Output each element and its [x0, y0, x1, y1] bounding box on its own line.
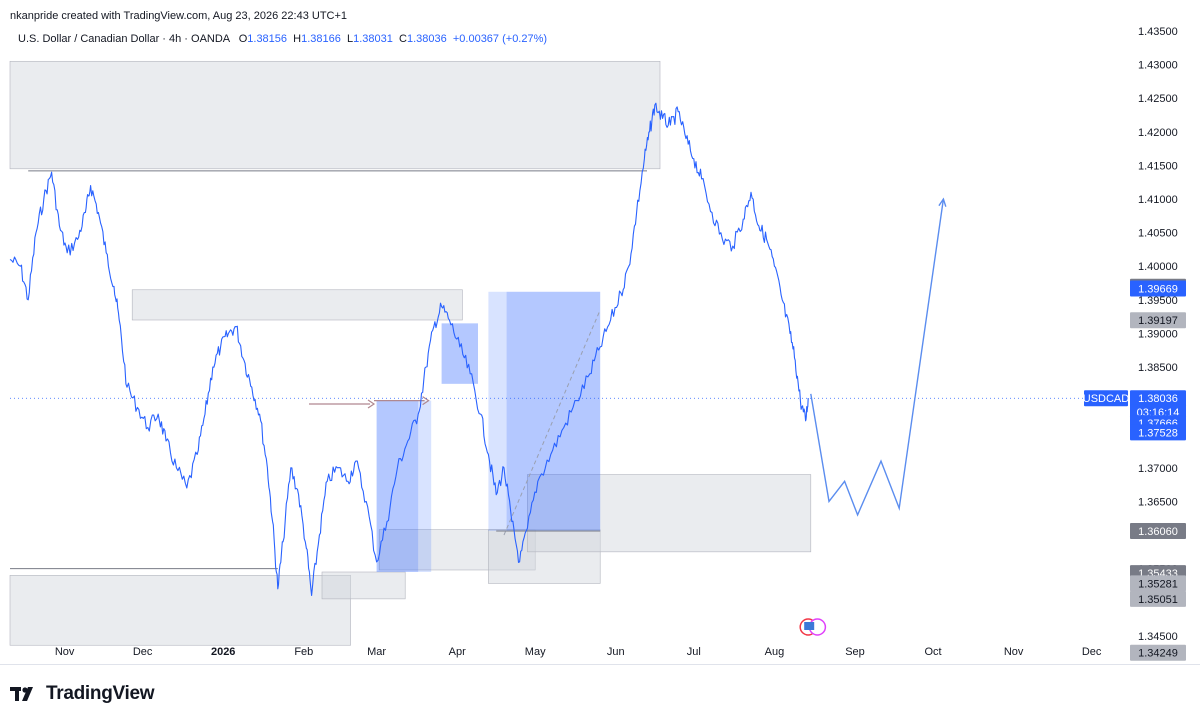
- x-axis[interactable]: Nov Dec 2026 Feb Mar Apr May Jun Jul Aug Sep Oct Nov…: [55, 646, 1102, 658]
- zone-gray: [527, 474, 812, 553]
- symbol-legend: U.S. Dollar / Canadian Dollar · 4h · OAN…: [18, 33, 547, 45]
- y-tick-label: 1.37000: [1138, 463, 1178, 475]
- arrows-layer: [309, 309, 601, 536]
- us-flag-icon[interactable]: [804, 622, 815, 630]
- price-badge-label: 1.39669: [1138, 283, 1178, 295]
- y-tick-label: 1.40500: [1138, 228, 1178, 240]
- price-badge: 1.35281: [1130, 575, 1186, 592]
- zone-gray: [9, 60, 661, 170]
- price-badge-bg: [1130, 312, 1186, 329]
- price-badge-bg: [1130, 390, 1186, 407]
- projection-layer: [810, 197, 947, 517]
- tradingview-logo-icon: [10, 687, 33, 701]
- low-label: L: [347, 33, 354, 45]
- close-value: 1.38036: [406, 33, 447, 45]
- price-badge: 1.39669: [1130, 280, 1186, 297]
- zone-blue: [441, 323, 478, 384]
- price-badge-label: 1.36060: [1138, 526, 1178, 538]
- horizontal-lines-layer: [10, 170, 647, 570]
- events-layer[interactable]: [799, 618, 827, 636]
- open-label: O: [238, 33, 248, 45]
- price-badge: 1.39197: [1130, 312, 1186, 329]
- x-tick-label: Dec: [133, 646, 153, 658]
- price-badge-bg: [1130, 644, 1186, 661]
- price-chart[interactable]: 1.43500 1.43000 1.42500 1.42000 1.41500 1.410…: [0, 0, 1200, 664]
- price-badge: 1.34249: [1130, 644, 1186, 661]
- x-tick-label: Jun: [607, 646, 625, 658]
- price-badge: 1.37528: [1130, 424, 1186, 441]
- x-tick-label: Mar: [367, 646, 386, 658]
- y-tick-label: 1.42500: [1138, 93, 1178, 105]
- y-tick-label: 1.39000: [1138, 328, 1178, 340]
- x-tick-label: 2026: [211, 646, 235, 658]
- zone-gray: [9, 575, 351, 646]
- open-value: 1.38156: [247, 33, 288, 45]
- price-badge-label: 1.38036: [1138, 393, 1178, 405]
- x-tick-label: Jul: [687, 646, 701, 658]
- price-badges: 1.396941.396691.39197USDCAD1.3803603:16:…: [1083, 278, 1186, 661]
- y-tick-label: 1.43000: [1138, 60, 1178, 72]
- x-tick-label: Sep: [845, 646, 865, 658]
- price-badge: 1.38036: [1130, 390, 1186, 407]
- price-badge: 1.36060: [1130, 523, 1186, 540]
- zone-gray: [321, 571, 406, 600]
- y-tick-label: 1.43500: [1138, 26, 1178, 38]
- change-value: +0.00367 (+0.27%): [452, 33, 548, 45]
- y-tick-label: 1.42000: [1138, 127, 1178, 139]
- price-series-layer: [9, 102, 1128, 597]
- symbol-description: U.S. Dollar / Canadian Dollar · 4h · OAN…: [18, 33, 230, 45]
- tradingview-brand: TradingView: [46, 683, 155, 704]
- high-value: 1.38166: [301, 33, 341, 45]
- y-tick-label: 1.36500: [1138, 496, 1178, 508]
- y-tick-label: 1.39500: [1138, 295, 1178, 307]
- zone-blue: [506, 291, 601, 532]
- zone-gray: [131, 289, 463, 321]
- zone-gray: [488, 529, 601, 584]
- price-badge-label: 1.35051: [1138, 594, 1178, 606]
- price-badge-label: 1.35281: [1138, 578, 1178, 590]
- price-badge-label: 1.37528: [1138, 427, 1178, 439]
- projection-arrowhead: [938, 197, 947, 207]
- price-badge-bg: [1130, 523, 1186, 540]
- x-tick-label: Dec: [1082, 646, 1102, 658]
- trend-dashed-line: [503, 309, 601, 536]
- arrow-head: [367, 399, 376, 409]
- y-tick-label: 1.41000: [1138, 194, 1178, 206]
- price-badge-bg: [1130, 590, 1186, 607]
- y-tick-label: 1.40000: [1138, 261, 1178, 273]
- price-badge: 1.35051: [1130, 590, 1186, 607]
- price-badge-label: 1.34249: [1138, 648, 1178, 660]
- chart-attribution: nkanpride created with TradingView.com, …: [10, 10, 348, 22]
- x-tick-label: Oct: [924, 646, 941, 658]
- low-value: 1.38031: [353, 33, 393, 45]
- x-tick-label: Nov: [1004, 646, 1024, 658]
- tradingview-logo[interactable]: TradingView: [10, 682, 155, 706]
- arrow-head: [422, 396, 430, 406]
- price-badge-bg: [1130, 575, 1186, 592]
- price-badge-bg: [1084, 390, 1128, 407]
- x-tick-label: Apr: [449, 646, 466, 658]
- x-tick-label: May: [525, 646, 546, 658]
- zones-layer: [9, 60, 812, 646]
- price-badge: USDCAD: [1083, 390, 1130, 407]
- price-line: [9, 102, 809, 597]
- y-tick-label: 1.38500: [1138, 362, 1178, 374]
- high-label: H: [293, 33, 302, 45]
- zone-blue_light: [488, 291, 507, 532]
- footer-divider: [0, 664, 1200, 665]
- y-tick-label: 1.41500: [1138, 160, 1178, 172]
- zone-blue_light: [418, 400, 432, 572]
- x-tick-label: Aug: [765, 646, 785, 658]
- y-axis[interactable]: 1.43500 1.43000 1.42500 1.42000 1.41500 1.410…: [1138, 26, 1178, 643]
- x-tick-label: Nov: [55, 646, 75, 658]
- y-tick-label: 1.34500: [1138, 631, 1178, 643]
- close-label: C: [399, 33, 407, 45]
- zone-gray: [378, 529, 536, 571]
- projection-path: [810, 198, 945, 517]
- price-badge-bg: [1130, 280, 1186, 297]
- price-badge-label: 1.39197: [1138, 315, 1178, 327]
- price-badge-bg: [1130, 424, 1186, 441]
- x-tick-label: Feb: [294, 646, 313, 658]
- price-badge-label: USDCAD: [1083, 393, 1130, 405]
